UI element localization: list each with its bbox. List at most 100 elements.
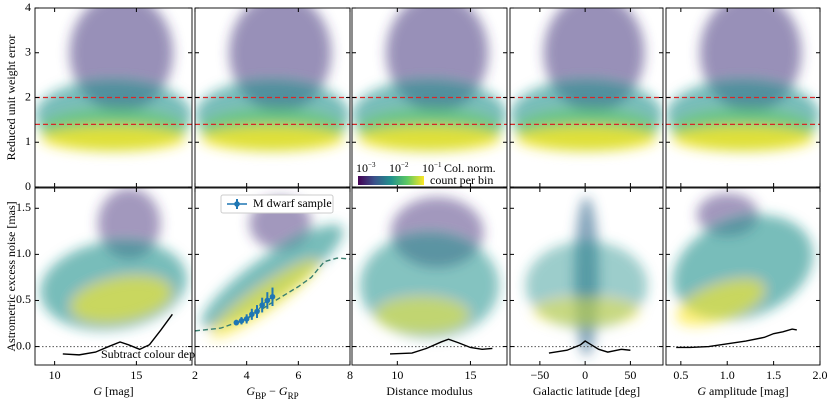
data-point <box>269 293 276 300</box>
y-tick-label: 3 <box>25 45 31 59</box>
colorbar-tick-label: 10−2 <box>389 161 409 175</box>
colorbar <box>358 176 424 185</box>
panel: 0.5 1.0 1.5 2.0 G amplitude [mag] <box>665 187 828 398</box>
x-axis-label: G [mag] <box>93 384 133 398</box>
plot-area <box>195 188 350 365</box>
panel: 0 1 2 3 4 Reduced unit weight error <box>4 0 193 193</box>
plot-area <box>35 8 192 187</box>
y-tick-label: 0.0 <box>16 338 31 352</box>
series-line <box>676 328 797 349</box>
x-tick-label: 2.0 <box>813 368 828 382</box>
panel: −50 0 50 Galactic latitude [deg] <box>509 187 664 398</box>
y-axis-label: Reduced unit weight error <box>4 35 18 161</box>
x-tick-label: 15 <box>130 368 142 382</box>
colorbar-tick-exp: −2 <box>401 161 409 169</box>
heatmap <box>35 8 192 152</box>
x-axis-label-part: BP <box>255 391 266 401</box>
plot-area <box>195 8 350 187</box>
colorbar-tick-label: 10−3 <box>356 161 376 175</box>
annotation: Subtract colour dep. <box>101 347 198 361</box>
colorbar-tick-label: 10−1 <box>422 161 442 175</box>
heatmap <box>40 188 187 331</box>
density-blob <box>676 280 764 326</box>
x-axis-label: Galactic latitude [deg] <box>533 384 640 398</box>
series-line <box>62 313 173 356</box>
data-point <box>233 319 240 326</box>
heatmap <box>672 193 814 326</box>
x-axis-label-part: G <box>279 384 288 398</box>
y-tick-label: 2 <box>25 89 31 103</box>
x-tick-label: 1.0 <box>720 368 735 382</box>
panel: 10−3 10−2 10−1 Col. norm.count per bin <box>351 7 508 188</box>
series-line <box>389 338 493 355</box>
series-line <box>195 257 350 332</box>
heatmap <box>359 196 500 339</box>
x-axis-label: GBP − GRP <box>246 384 298 401</box>
plot-area <box>352 188 507 365</box>
data-point <box>254 308 260 315</box>
plot-area <box>510 8 663 187</box>
density-blob <box>201 126 344 152</box>
x-tick-label: −50 <box>530 368 549 382</box>
plot-area <box>666 188 820 365</box>
panel: 10 15 Distance modulus <box>351 187 508 398</box>
density-blob <box>358 126 501 152</box>
panel-frame <box>194 187 351 366</box>
colorbar-tick-base: 10 <box>356 161 368 175</box>
x-axis-label-part: [mag] <box>102 384 134 398</box>
plot-area <box>352 8 507 187</box>
density-blob <box>516 126 657 152</box>
x-tick-label: 8 <box>347 368 353 382</box>
x-axis-label-part: Distance modulus <box>386 384 473 398</box>
y-axis-label: Astrometric excess noise [mas] <box>4 201 18 351</box>
legend-marker <box>234 201 240 207</box>
x-axis-label-part: G <box>93 384 102 398</box>
x-axis-label-part: Galactic latitude [deg] <box>533 384 640 398</box>
density-blob <box>41 126 186 152</box>
colorbar-title: count per bin <box>430 173 493 187</box>
density-blob <box>71 276 171 323</box>
x-tick-label: 10 <box>49 368 61 382</box>
data-point <box>243 316 250 322</box>
heatmap <box>195 8 350 152</box>
x-tick-label: 0.5 <box>673 368 688 382</box>
panel-frame <box>34 187 193 366</box>
data-point <box>249 311 255 318</box>
heatmap <box>525 196 648 357</box>
plot-area <box>35 188 192 365</box>
colorbar-tick-base: 10 <box>389 161 401 175</box>
legend-label: M dwarf sample <box>253 196 332 210</box>
y-tick-label: 1 <box>25 134 31 148</box>
x-axis-label-part: − <box>266 384 279 398</box>
heatmap <box>352 8 507 152</box>
x-tick-label: 50 <box>624 368 636 382</box>
panel <box>665 7 821 188</box>
panel-frame <box>351 187 508 366</box>
y-tick-label: 4 <box>25 0 31 14</box>
panel-frame <box>509 187 664 366</box>
data-point <box>259 302 265 308</box>
y-tick-label: 1.0 <box>16 246 31 260</box>
x-axis-label-part: RP <box>288 391 299 401</box>
colorbar-tick-exp: −1 <box>434 161 442 169</box>
density-blob <box>672 126 814 152</box>
x-axis-label-part: G <box>246 384 255 398</box>
x-tick-label: 6 <box>295 368 301 382</box>
x-axis-label: G amplitude [mag] <box>697 384 788 398</box>
x-axis-label: Distance modulus <box>386 384 473 398</box>
density-blob <box>375 297 469 334</box>
x-tick-label: 10 <box>391 368 403 382</box>
colorbar-tick-exp: −3 <box>368 161 376 169</box>
panel <box>194 7 351 188</box>
y-tick-label: 0.5 <box>16 292 31 306</box>
panel-frame <box>665 187 821 366</box>
colorbar-title: Col. norm. <box>444 161 496 175</box>
x-tick-label: 15 <box>464 368 476 382</box>
data-point <box>238 317 245 324</box>
y-tick-label: 1.5 <box>16 200 31 214</box>
y-tick-label: 0 <box>25 179 31 193</box>
colorbar-tick-base: 10 <box>422 161 434 175</box>
data-point <box>264 297 271 304</box>
